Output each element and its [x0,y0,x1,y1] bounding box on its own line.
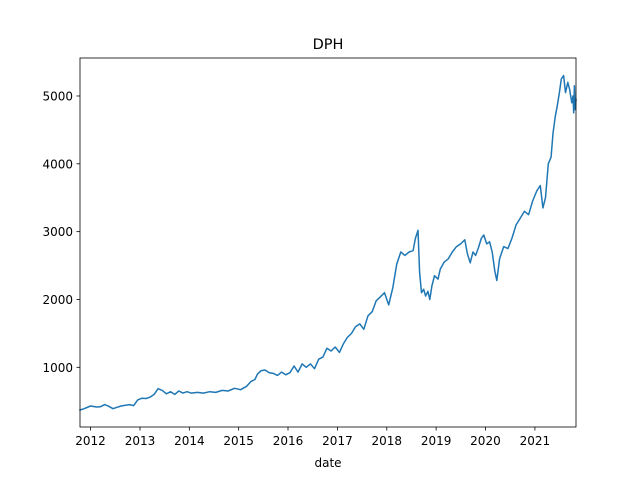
plot-frame [79,57,577,428]
series-line [79,74,577,411]
plot-background [80,58,576,427]
x-tick-label: 2015 [223,434,254,448]
x-tick-label: 2021 [520,434,551,448]
plot-area [79,57,577,428]
x-tick-label: 2014 [174,434,205,448]
x-tick-label: 2020 [470,434,501,448]
y-tick-label: 4000 [42,157,73,171]
chart-title: DPH [313,37,344,53]
y-tick-label: 1000 [42,361,73,375]
y-tick-label: 3000 [42,225,73,239]
x-tick-label: 2013 [125,434,156,448]
x-tick-label: 2019 [421,434,452,448]
y-tick-label: 2000 [42,293,73,307]
x-tick-label: 2017 [322,434,353,448]
x-tick-label: 2012 [75,434,106,448]
x-tick-label: 2016 [273,434,304,448]
y-tick-label: 5000 [42,89,73,103]
x-axis-label: date [314,456,341,470]
x-tick-label: 2018 [372,434,403,448]
y-axis: 1000 2000 3000 4000 5000 [42,89,80,375]
x-axis: 2012 2013 2014 2015 2016 2017 2018 2019 2020 2021 [75,427,550,448]
